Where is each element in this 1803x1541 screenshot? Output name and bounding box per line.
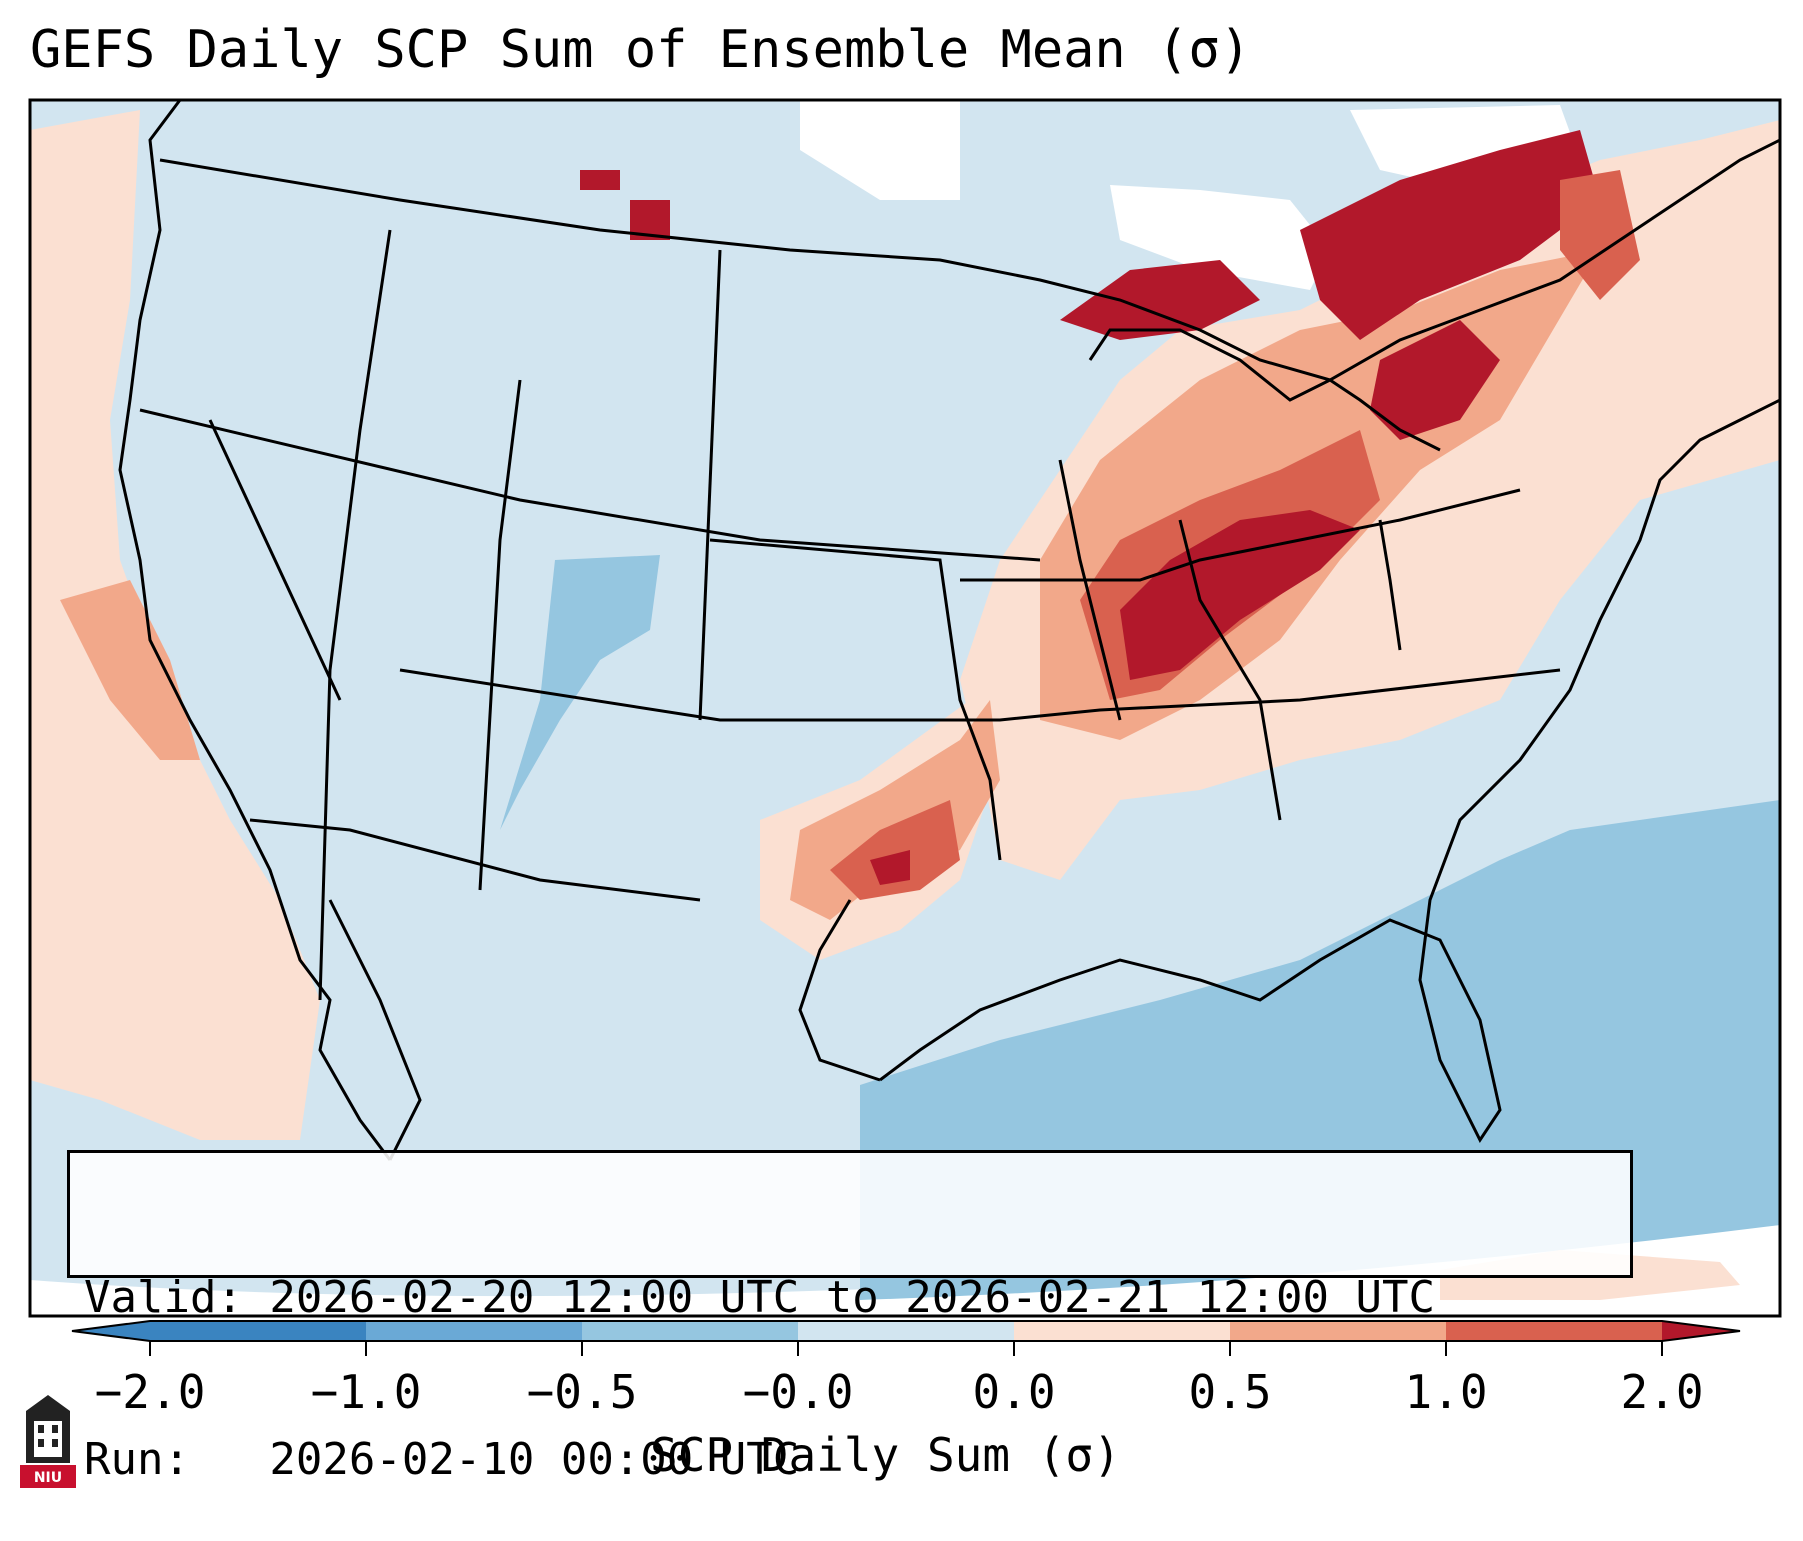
state-line-8 (709, 538, 1002, 861)
colorbar-tick-label: 0.5 (1188, 1365, 1272, 1419)
colorbar-tick-label: 2.0 (1620, 1365, 1704, 1419)
colorbar-segment-5 (1014, 1321, 1230, 1341)
state-line-4 (208, 419, 342, 701)
colorbar (71, 1320, 1741, 1356)
canada-nodata-2 (1110, 185, 1330, 290)
colorbar-tick-label: 0.0 (972, 1365, 1056, 1419)
valid-time-text: Valid: 2026-02-20 12:00 UTC to 2026-02-2… (84, 1272, 1436, 1323)
chart-title: GEFS Daily SCP Sum of Ensemble Mean (σ) (30, 20, 1251, 80)
colorbar-extend-low (72, 1321, 150, 1341)
niu-logo: NIU (20, 1393, 76, 1488)
quebec-positive-max (1300, 130, 1600, 340)
montana-positive-max (580, 170, 670, 240)
colorbar-tick-label: −0.0 (742, 1365, 854, 1419)
colorbar-segment-1 (150, 1321, 366, 1341)
boundaries (118, 100, 1780, 1161)
state-line-12 (1378, 519, 1402, 651)
texas-positive-max (870, 850, 910, 885)
rockies-negative (500, 555, 660, 830)
projection-edge (30, 1225, 1780, 1316)
west-coast-positive (30, 110, 320, 1140)
great-lakes-shore (1088, 328, 1441, 452)
colorbar-tick-label: −0.5 (526, 1365, 638, 1419)
colorbar-tick-label: −1.0 (310, 1365, 422, 1419)
west-coast-mid (60, 580, 200, 760)
state-line-2 (399, 668, 1561, 722)
state-line-10 (1058, 459, 1122, 721)
state-line-1 (139, 408, 1041, 562)
valid-run-box: Valid: 2026-02-20 12:00 UTC to 2026-02-2… (67, 1150, 1633, 1485)
state-line-11 (1178, 519, 1282, 821)
state-line-7 (698, 249, 722, 721)
colorbar-segment-2 (366, 1321, 582, 1341)
map-field (30, 100, 1780, 1316)
colorbar-label: SCP Daily Sum (σ) (650, 1428, 1121, 1482)
lakes-positive-max (1060, 260, 1260, 340)
state-line-3 (249, 818, 701, 902)
colorbar-tick-label: 1.0 (1404, 1365, 1488, 1419)
west-coastline (118, 100, 392, 1161)
ohio-positive-max (1120, 510, 1360, 680)
run-time-text: Run: 2026-02-10 00:00 UTC (84, 1434, 800, 1485)
state-line-6 (478, 379, 522, 891)
colorbar-segment-6 (1230, 1321, 1446, 1341)
ontario-positive-max (1370, 320, 1500, 440)
colorbar-segment-7 (1446, 1321, 1662, 1341)
us-canada-border (159, 138, 1780, 382)
canada-nodata-1 (800, 100, 960, 200)
niu-building-icon (20, 1395, 76, 1488)
state-line-5 (318, 229, 392, 1001)
baja-coastline (328, 899, 422, 1161)
colorbar-segment-3 (582, 1321, 798, 1341)
texas-coastline (798, 899, 881, 1082)
map-frame (28, 98, 1782, 1318)
colorbar-ticks (149, 1341, 1663, 1356)
colorbar-extend-high (1662, 1321, 1740, 1341)
state-line-9 (960, 488, 1521, 582)
gulf-atlantic-coastline (879, 398, 1780, 1143)
niu-logo-text: NIU (33, 1470, 63, 1486)
texas-positive-high (830, 800, 960, 900)
colorbar-segment-4 (798, 1321, 1014, 1341)
colorbar-tick-label: −2.0 (94, 1365, 206, 1419)
